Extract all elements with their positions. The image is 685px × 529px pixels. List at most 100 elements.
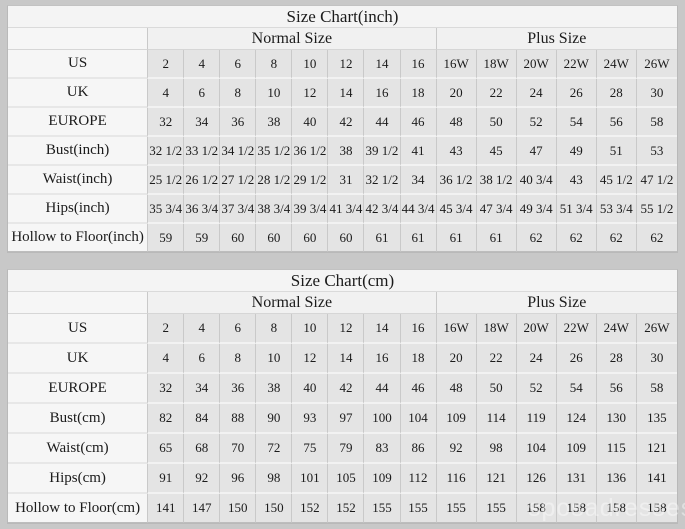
size-cell: 26W [636,314,677,344]
size-cell: 58 [636,108,677,137]
size-cell: 18 [400,79,437,108]
size-cell: 82 [148,404,185,434]
size-cell: 48 [436,108,477,137]
size-cell: 54 [556,108,597,137]
table-row: Bust(cm) 82 84 88 90 93 97 100 104 109 114 119 124 13… [8,404,677,434]
table-row: Waist(inch) 25 1/2 26 1/2 27 1/2 28 1/2 29 1/… [8,166,677,195]
size-cell: 136 [596,464,637,494]
size-cell: 29 1/2 [292,166,329,195]
size-cell: 36 3/4 [184,195,221,224]
size-cell: 115 [596,434,637,464]
size-cell: 4 [148,344,185,374]
size-cell: 50 [476,108,517,137]
table-row: UK 4 6 8 10 12 14 16 18 20 22 24 26 28 30 [8,79,677,108]
row-label: Waist(cm) [8,434,149,464]
size-cell: 16 [364,79,401,108]
size-cell: 46 [400,108,437,137]
size-cell: 131 [556,464,597,494]
size-cell: 60 [328,224,365,252]
size-cell: 24 [516,79,557,108]
size-cell: 61 [476,224,517,252]
size-cell: 2 [148,50,185,79]
size-cell: 24W [596,314,637,344]
size-cell: 51 3/4 [556,195,597,224]
size-cell: 43 [556,166,597,195]
size-cell: 16 [364,344,401,374]
size-cell: 18W [476,50,517,79]
table-row: UK 4 6 8 10 12 14 16 18 20 22 24 26 28 30 [8,344,677,374]
column-group-header: Plus Size [436,28,677,50]
size-cell: 20W [516,314,557,344]
size-cell: 24 [516,344,557,374]
corner-cell [8,28,149,50]
size-cell: 22 [476,344,517,374]
size-cell: 12 [328,314,365,344]
size-cell: 109 [556,434,597,464]
size-cell: 50 [476,374,517,404]
size-cell: 10 [292,50,329,79]
size-cell: 58 [636,374,677,404]
size-cell: 45 3/4 [436,195,477,224]
size-cell: 45 [476,137,517,166]
size-cell: 38 1/2 [476,166,517,195]
size-cell: 56 [596,374,637,404]
size-cell: 6 [184,344,221,374]
size-cell: 119 [516,404,557,434]
size-cell: 32 [148,108,185,137]
size-cell: 32 [148,374,185,404]
size-cell: 38 3/4 [256,195,293,224]
row-label: Hollow to Floor(inch) [8,224,149,252]
size-cell: 33 1/2 [184,137,221,166]
size-cell: 14 [328,344,365,374]
size-cell: 22W [556,314,597,344]
size-cell: 44 3/4 [400,195,437,224]
table-row: US 2 4 6 8 10 12 14 16 16W 18W 20W 22W 24W 26W [8,314,677,344]
chart-title: Size Chart(cm) [8,270,677,292]
size-cell: 20W [516,50,557,79]
size-cell: 6 [184,79,221,108]
size-cell: 41 3/4 [328,195,365,224]
size-cell: 35 1/2 [256,137,293,166]
size-cell: 130 [596,404,637,434]
size-cell: 42 3/4 [364,195,401,224]
size-cell: 86 [400,434,437,464]
size-cell: 10 [256,79,293,108]
size-cell: 79 [328,434,365,464]
size-cell: 34 1/2 [220,137,257,166]
size-cell: 62 [516,224,557,252]
row-label: Hips(cm) [8,464,149,494]
size-cell: 36 1/2 [292,137,329,166]
size-cell: 88 [220,404,257,434]
size-cell: 61 [400,224,437,252]
row-label: Hollow to Floor(cm) [8,494,149,523]
size-cell: 155 [400,494,437,523]
chart-title: Size Chart(inch) [8,6,677,28]
size-cell: 55 1/2 [636,195,677,224]
size-cell: 47 1/2 [636,166,677,195]
size-cell: 4 [148,79,185,108]
size-cell: 36 1/2 [436,166,477,195]
size-cell: 44 [364,108,401,137]
table-row: Hips(inch) 35 3/4 36 3/4 37 3/4 38 3/4 39 3/4… [8,195,677,224]
size-cell: 22 [476,79,517,108]
size-cell: 109 [436,404,477,434]
size-cell: 12 [292,344,329,374]
size-cell: 60 [220,224,257,252]
size-cell: 61 [364,224,401,252]
size-cell: 91 [148,464,185,494]
size-cell: 34 [400,166,437,195]
row-label: EUROPE [8,108,149,137]
size-cell: 121 [636,434,677,464]
size-cell: 51 [596,137,637,166]
size-cell: 90 [256,404,293,434]
row-label: US [8,314,149,344]
size-cell: 4 [184,50,221,79]
size-cell: 42 [328,374,365,404]
size-cell: 14 [364,50,401,79]
size-cell: 62 [556,224,597,252]
size-cell: 49 3/4 [516,195,557,224]
size-cell: 53 [636,137,677,166]
size-cell: 10 [256,344,293,374]
size-cell: 52 [516,108,557,137]
size-cell: 32 1/2 [364,166,401,195]
